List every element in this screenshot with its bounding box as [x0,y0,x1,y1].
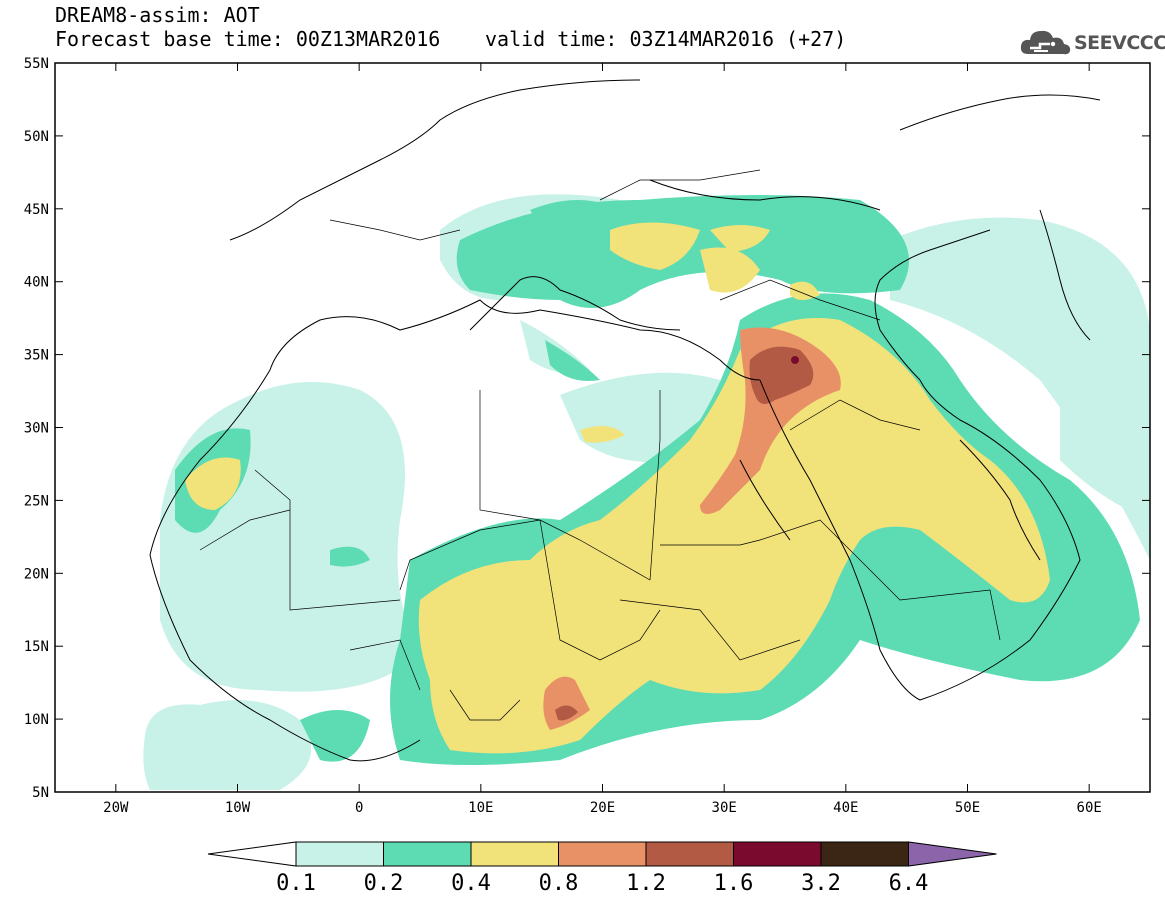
colorbar-label: 0.8 [539,871,579,896]
lat-tick-label: 30N [24,421,49,437]
colorbar-label: 0.1 [276,871,316,896]
lat-tick-label: 5N [32,785,49,801]
colorbar-label: 1.2 [626,871,666,896]
colorbar-segment [383,841,472,867]
logo-text: SEEVCCC [1074,32,1165,54]
colorbar-label: 3.2 [801,871,841,896]
lat-tick-label: 15N [24,639,49,655]
country-borders [199,169,1001,721]
lon-tick-label: 10W [225,800,251,816]
colorbar-label: 6.4 [889,871,929,896]
lon-tick-label: 20W [103,800,129,816]
lon-tick-label: 10E [468,800,493,816]
colorbar-legend: 0.1 0.2 0.4 0.8 1.2 1.6 3.2 6.4 [207,841,997,896]
aot-field [143,194,1150,790]
colorbar-label: 0.4 [451,871,491,896]
lat-tick-label: 50N [24,129,49,145]
colorbar-segment [820,841,909,867]
lat-tick-label: 45N [24,202,49,218]
lat-tick-label: 40N [24,275,49,291]
colorbar-high-arrow [908,841,997,867]
colorbar-segment [645,841,734,867]
aot-band-1.6-3.2 [791,356,799,364]
colorbar-label: 0.2 [364,871,404,896]
colorbar-segment [470,841,559,867]
cloud-icon [1020,30,1071,55]
valid-time: valid time: 03Z14MAR2016 (+27) [485,27,847,51]
seevccc-logo: SEEVCCC [1018,24,1165,60]
lon-tick-label: 60E [1077,800,1102,816]
lon-tick-label: 50E [955,800,980,816]
lon-tick-label: 20E [590,800,615,816]
colorbar-low-arrow [207,841,297,867]
latitude-axis: 55N 50N 45N 40N 35N 30N 25N 20N 15N 10N 5N [24,56,1150,801]
forecast-base-time: Forecast base time: 00Z13MAR2016 [55,27,441,51]
lat-tick-label: 20N [24,566,49,582]
colorbar-segment [295,841,384,867]
lat-tick-label: 35N [24,348,49,364]
lon-tick-label: 30E [712,800,737,816]
lon-tick-label: 0 [355,800,363,816]
colorbar-segment [733,841,822,867]
map-title: DREAM8-assim: AOT [55,3,260,27]
longitude-axis: 20W 10W 0 10E 20E 30E 40E 50E 60E [103,63,1102,816]
lat-tick-label: 10N [24,712,49,728]
aot-band-0.4-0.8 [185,222,1050,754]
lat-tick-label: 25N [24,493,49,509]
lon-tick-label: 40E [833,800,858,816]
colorbar-label: 1.6 [714,871,754,896]
lat-tick-label: 55N [24,56,49,72]
colorbar-segment [558,841,647,867]
